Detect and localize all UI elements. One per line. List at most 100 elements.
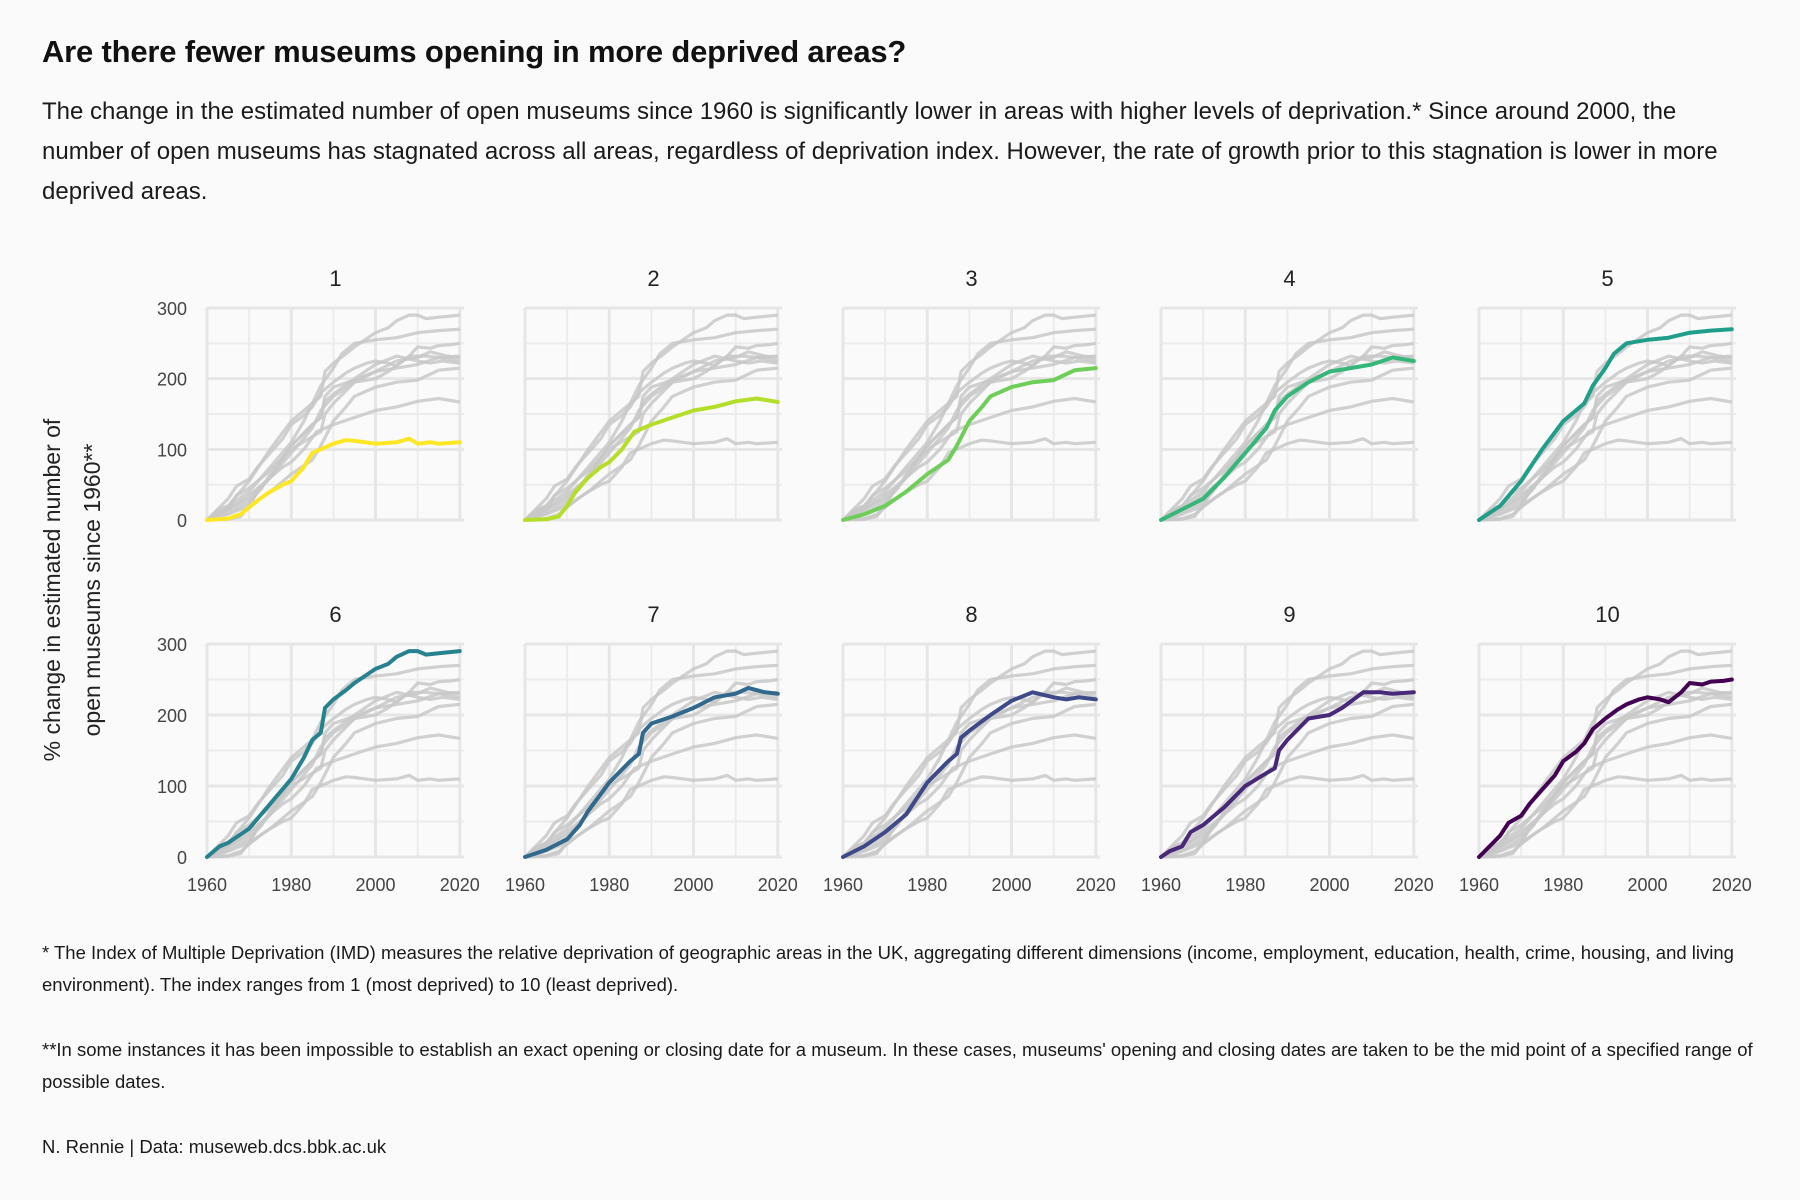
- background-series-line-4: [842, 692, 1097, 859]
- highlight-series-line-9: [1159, 690, 1416, 859]
- x-tick-label: 2000: [674, 875, 714, 895]
- background-series-line-9: [1160, 354, 1414, 522]
- panel-title: 2: [647, 266, 659, 291]
- background-series-line-8: [206, 690, 460, 859]
- x-tick-label: 1980: [271, 875, 311, 895]
- background-series-line-2: [524, 733, 779, 859]
- background-series-line-2: [842, 733, 1097, 859]
- panel-8: 8 1960 1980 2000 2020: [823, 602, 1116, 895]
- panel-title: 3: [965, 266, 977, 291]
- background-series-line-10: [1159, 341, 1415, 522]
- panel-2: 2: [523, 266, 782, 522]
- footnote-dates: **In some instances it has been impossib…: [42, 1039, 1753, 1092]
- panel-title: 4: [1283, 266, 1295, 291]
- x-tick-label: 1980: [1225, 875, 1265, 895]
- panel-title: 7: [647, 602, 659, 627]
- panel-9: 9 1960 1980 2000 2020: [1141, 602, 1434, 895]
- background-series-line-2: [1478, 733, 1733, 859]
- background-series-line-10: [841, 677, 1097, 859]
- panel-title: 10: [1595, 602, 1619, 627]
- background-series-line-3: [1160, 366, 1414, 522]
- background-series-line-9: [842, 354, 1096, 522]
- y-tick-label: 0: [177, 848, 187, 868]
- panel-7: 7 1960 1980 2000 2020: [505, 602, 798, 895]
- highlight-series-line-7: [523, 686, 780, 859]
- background-series-line-8: [206, 354, 460, 522]
- footnote-imd: * The Index of Multiple Deprivation (IMD…: [42, 942, 1734, 995]
- background-series-line-2: [1160, 733, 1415, 859]
- background-series-line-2: [1478, 396, 1733, 522]
- background-series-line-10: [523, 677, 779, 859]
- x-tick-label: 2000: [992, 875, 1032, 895]
- background-series-line-3: [206, 702, 460, 859]
- y-tick-label: 100: [157, 777, 187, 797]
- panel-10: 10 1960 1980 2000 2020: [1459, 602, 1752, 895]
- background-series-line-8: [1160, 690, 1414, 859]
- panel-title: 8: [965, 602, 977, 627]
- background-series-line-9: [524, 354, 778, 522]
- background-series-line-8: [524, 690, 778, 859]
- y-tick-label: 200: [157, 370, 187, 390]
- background-series-line-8: [1478, 690, 1732, 859]
- x-tick-label: 1980: [1543, 875, 1583, 895]
- x-tick-label: 2020: [758, 875, 798, 895]
- x-tick-label: 2020: [1712, 875, 1752, 895]
- y-tick-label: 0: [177, 511, 187, 531]
- background-series-line-4: [1478, 692, 1733, 859]
- chart-title: Are there fewer museums opening in more …: [42, 34, 907, 69]
- highlight-series-line-1: [205, 436, 462, 522]
- chart-subtitle: The change in the estimated number of op…: [42, 98, 1718, 205]
- background-series-line-2: [1160, 396, 1415, 522]
- x-tick-label: 2020: [440, 875, 480, 895]
- background-series-line-4: [524, 355, 779, 522]
- highlight-series-line-6: [205, 649, 462, 859]
- y-tick-label: 300: [157, 635, 187, 655]
- x-tick-label: 1960: [1141, 875, 1181, 895]
- background-series-line-4: [842, 355, 1097, 522]
- x-tick-label: 1960: [1459, 875, 1499, 895]
- credit-line: N. Rennie | Data: museweb.dcs.bbk.ac.uk: [42, 1136, 387, 1157]
- background-series-line-9: [842, 690, 1096, 859]
- background-series-line-9: [206, 354, 460, 522]
- background-series-line-4: [206, 355, 461, 522]
- panel-6: 6 0 100 200 300 1960 1980 2000 2020: [157, 602, 480, 895]
- background-series-line-9: [524, 690, 778, 859]
- y-tick-label: 200: [157, 706, 187, 726]
- background-series-line-3: [1160, 702, 1414, 859]
- background-series-line-3: [524, 366, 778, 522]
- y-tick-label: 100: [157, 440, 187, 460]
- y-axis-title-line-1: % change in estimated number of: [39, 418, 65, 761]
- x-tick-label: 1980: [589, 875, 629, 895]
- panel-title: 9: [1283, 602, 1295, 627]
- background-series-line-9: [1478, 690, 1732, 859]
- x-tick-label: 1960: [505, 875, 545, 895]
- background-series-line-3: [1478, 366, 1732, 522]
- highlight-series-line-3: [841, 366, 1098, 522]
- background-series-line-10: [1159, 677, 1415, 859]
- background-series-line-3: [1478, 702, 1732, 859]
- highlight-series-line-8: [841, 690, 1098, 859]
- background-series-line-10: [205, 677, 461, 859]
- small-multiples-chart: % change in estimated number of open mus…: [39, 266, 1752, 895]
- background-series-line-10: [205, 341, 461, 522]
- highlight-series-line-5: [1477, 327, 1734, 522]
- background-series-line-2: [206, 733, 461, 859]
- y-axis-title: % change in estimated number of open mus…: [39, 418, 105, 761]
- panel-title: 1: [329, 266, 341, 291]
- background-series-line-8: [842, 354, 1096, 522]
- panel-title: 5: [1601, 266, 1613, 291]
- panel-5: 5: [1477, 266, 1736, 522]
- panel-3: 3: [841, 266, 1100, 522]
- highlight-series-line-10: [1477, 677, 1734, 859]
- background-series-line-3: [842, 702, 1096, 859]
- highlight-series-line-4: [1159, 355, 1416, 522]
- x-tick-label: 1960: [187, 875, 227, 895]
- y-axis-title-line-2: open museums since 1960**: [79, 444, 105, 737]
- x-tick-label: 1960: [823, 875, 863, 895]
- highlight-series-line-2: [523, 396, 780, 522]
- background-series-line-4: [1160, 692, 1415, 859]
- background-series-line-10: [841, 341, 1097, 522]
- x-tick-label: 2000: [1310, 875, 1350, 895]
- y-tick-label: 300: [157, 299, 187, 319]
- panel-1: 1 0 100 200 300: [157, 266, 464, 531]
